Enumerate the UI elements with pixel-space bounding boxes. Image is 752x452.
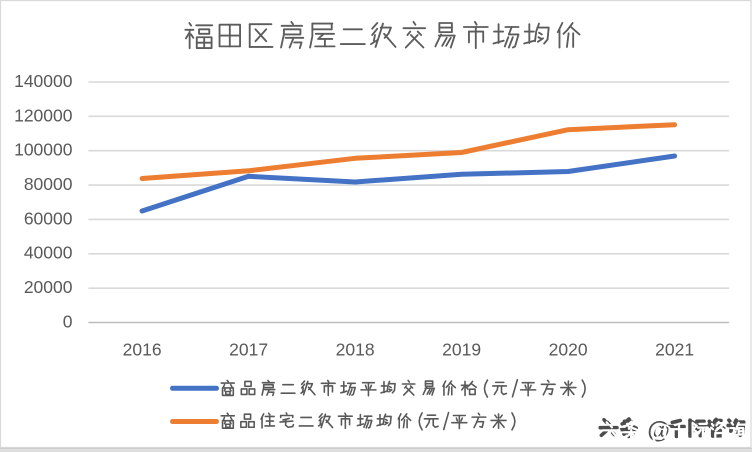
- svg-text:2017: 2017: [229, 339, 268, 359]
- svg-text:60000: 60000: [24, 208, 73, 228]
- svg-text:100000: 100000: [14, 140, 73, 160]
- svg-text:2016: 2016: [123, 339, 162, 359]
- svg-text:140000: 140000: [14, 71, 73, 91]
- svg-text:2021: 2021: [655, 339, 694, 359]
- svg-text:2020: 2020: [549, 339, 588, 359]
- svg-text:120000: 120000: [14, 105, 73, 125]
- svg-text:2019: 2019: [442, 339, 481, 359]
- svg-text:40000: 40000: [24, 243, 73, 263]
- svg-text:20000: 20000: [24, 277, 73, 297]
- svg-text:@: @: [647, 417, 669, 443]
- svg-text:80000: 80000: [24, 174, 73, 194]
- svg-text:0: 0: [63, 311, 73, 331]
- svg-text:@: @: [651, 420, 673, 446]
- svg-text:2018: 2018: [336, 339, 375, 359]
